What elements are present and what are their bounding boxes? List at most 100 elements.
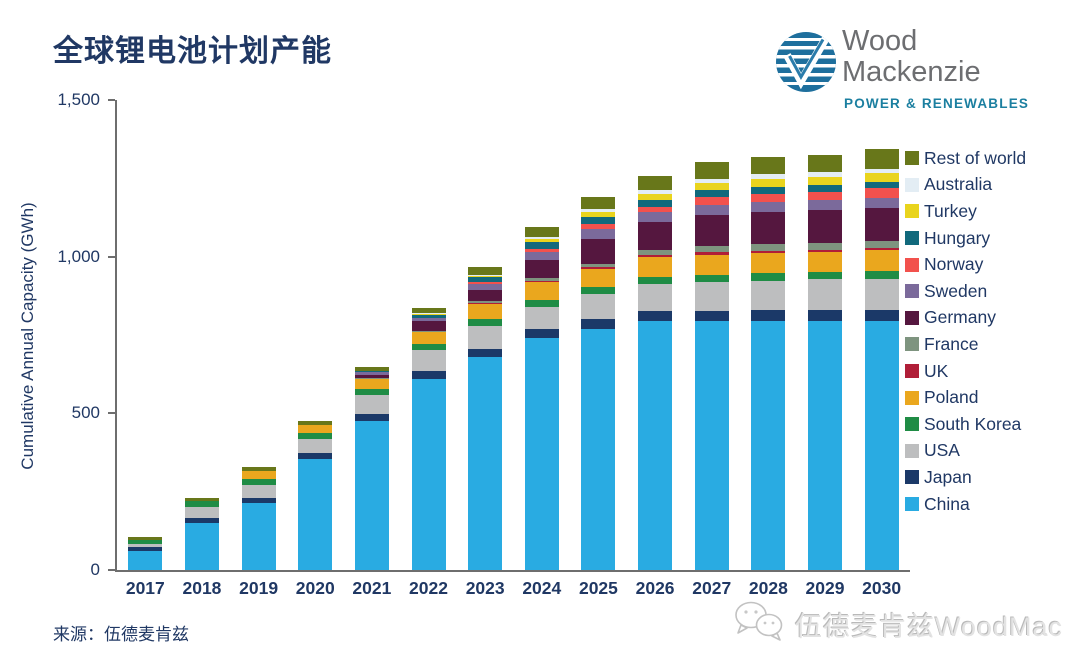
bar-segment-turkey-2024 (524, 239, 559, 243)
stacked-bar-2022 (411, 308, 446, 570)
bar-segment-hungary-2024 (524, 242, 559, 250)
bar-segment-france-2021 (354, 377, 389, 379)
bar-segment-china-2028 (751, 320, 786, 570)
legend-label-uk: UK (924, 360, 949, 381)
bar-segment-uk-2023 (468, 302, 503, 304)
stacked-bar-2030 (864, 148, 899, 570)
legend-label-rest-of-world: Rest of world (924, 147, 1027, 168)
x-tick-label-2022: 2022 (409, 578, 448, 598)
bar-segment-south-korea-2023 (468, 319, 503, 326)
bar-segment-rest-of-world-2018 (184, 497, 219, 502)
bar-segment-uk-2030 (864, 248, 899, 251)
x-tick-label-2028: 2028 (748, 578, 788, 598)
bar-segment-japan-2023 (468, 348, 503, 357)
bar-segment-china-2017 (128, 551, 163, 570)
bar-segment-japan-2025 (581, 319, 616, 329)
bar-segment-sweden-2025 (581, 228, 616, 239)
legend-item-australia: Australia (905, 172, 1026, 199)
bar-segment-france-2024 (524, 278, 559, 281)
x-tick-label-2020: 2020 (295, 578, 335, 598)
x-tick-label-2019: 2019 (239, 578, 279, 598)
bar-column-2018 (174, 100, 231, 570)
bar-segment-uk-2022 (411, 331, 446, 333)
bar-segment-usa-2024 (524, 306, 559, 330)
bar-segment-germany-2027 (694, 214, 729, 247)
bar-segment-china-2029 (808, 320, 842, 570)
bar-segment-poland-2027 (694, 254, 729, 275)
legend-item-uk: UK (905, 358, 1026, 385)
legend-item-poland: Poland (905, 384, 1026, 411)
legend-swatch-china (905, 497, 919, 512)
bar-column-2019 (230, 100, 287, 570)
bar-segment-poland-2026 (638, 257, 673, 278)
stacked-bar-2025 (581, 196, 616, 570)
wechat-icon (733, 600, 785, 649)
bar-segment-australia-2028 (751, 174, 786, 179)
bar-segment-france-2022 (411, 330, 446, 332)
bar-segment-china-2027 (694, 320, 729, 570)
bar-segment-germany-2023 (468, 290, 503, 302)
bar-segment-japan-2021 (354, 414, 389, 422)
bar-segment-sweden-2027 (694, 204, 729, 215)
bar-segment-usa-2026 (638, 284, 673, 311)
bar-segment-usa-2018 (184, 507, 219, 519)
legend-swatch-turkey (905, 204, 919, 219)
bar-segment-germany-2029 (808, 209, 842, 243)
bar-segment-france-2029 (808, 242, 842, 250)
bar-segment-hungary-2030 (864, 181, 899, 189)
bar-segment-norway-2028 (751, 193, 786, 202)
bar-segment-uk-2029 (808, 249, 842, 252)
legend-swatch-uk (905, 364, 919, 379)
stacked-bar-2019 (241, 466, 276, 570)
y-tick-mark-1000 (108, 255, 115, 258)
y-tick-label-0: 0 (90, 560, 100, 579)
bar-segment-china-2026 (638, 320, 673, 570)
legend-item-norway: Norway (905, 251, 1026, 278)
bar-segment-poland-2029 (808, 251, 842, 272)
x-axis-labels: 2017 2018 2019 2020 2021 2022 2023 2024 2025 2026… (117, 578, 910, 599)
legend-item-south-korea: South Korea (905, 411, 1026, 438)
bar-segment-turkey-2030 (864, 173, 899, 182)
bar-segment-australia-2029 (808, 171, 842, 177)
stacked-bar-2029 (808, 154, 842, 570)
bar-segment-rest-of-world-2023 (468, 266, 503, 275)
bar-segment-turkey-2028 (751, 178, 786, 187)
bar-segment-hungary-2028 (751, 186, 786, 194)
bar-segment-poland-2022 (411, 332, 446, 344)
bar-segment-hungary-2022 (411, 315, 446, 318)
legend-label-china: China (924, 493, 970, 514)
y-tick-mark-1500 (108, 99, 115, 101)
bar-segment-south-korea-2017 (128, 540, 163, 545)
y-axis-title: Cumulative Annual Capacity (GWh) (18, 202, 37, 470)
bar-segment-hungary-2029 (808, 184, 842, 192)
legend-swatch-australia (905, 177, 919, 192)
bar-columns (117, 100, 910, 570)
bar-segment-sweden-2026 (638, 211, 673, 222)
bar-segment-norway-2029 (808, 191, 842, 200)
bar-column-2023 (457, 100, 514, 570)
stacked-bar-2017 (128, 537, 163, 570)
legend-swatch-japan (905, 470, 919, 485)
bar-segment-uk-2026 (638, 255, 673, 258)
stacked-bar-2027 (694, 162, 729, 570)
logo-line1: Wood (842, 25, 918, 57)
legend-label-south-korea: South Korea (924, 413, 1022, 434)
bar-segment-germany-2021 (354, 374, 389, 378)
legend-swatch-norway (905, 257, 919, 272)
legend-label-germany: Germany (924, 307, 996, 328)
bar-segment-australia-2024 (524, 236, 559, 240)
source-note: 来源：伍德麦肯兹 (53, 625, 189, 644)
bar-segment-usa-2019 (241, 485, 276, 498)
bar-segment-south-korea-2019 (241, 478, 276, 486)
plot-area (115, 100, 910, 572)
bar-segment-sweden-2023 (468, 283, 503, 291)
bar-segment-norway-2022 (411, 317, 446, 319)
y-tick-mark-500 (108, 412, 115, 415)
bar-column-2026 (627, 100, 684, 570)
bar-segment-rest-of-world-2028 (751, 157, 786, 175)
bar-segment-australia-2022 (411, 313, 446, 315)
x-tick-label-2023: 2023 (465, 578, 505, 598)
bar-segment-china-2021 (354, 421, 389, 570)
bar-segment-france-2030 (864, 241, 899, 249)
